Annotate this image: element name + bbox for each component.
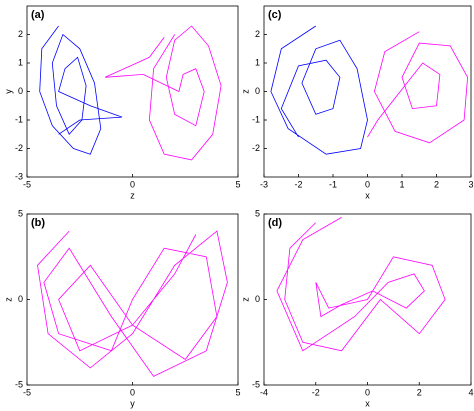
x-tick-label: 3: [468, 179, 473, 189]
trajectory: [270, 25, 368, 155]
x-tick-label: 2: [434, 179, 439, 189]
y-tick-label: 1: [255, 57, 260, 67]
panel-label: (d): [268, 217, 282, 229]
x-tick-label: 4: [468, 387, 473, 397]
panel-label: (b): [31, 217, 45, 229]
y-tick-label: -5: [252, 379, 260, 389]
x-tick-label: -5: [23, 179, 31, 189]
x-tick-label: 5: [235, 387, 240, 397]
trajectory: [104, 25, 222, 161]
y-tick-label: 0: [18, 86, 23, 96]
panel-label: (a): [31, 9, 45, 21]
x-tick-label: -1: [329, 179, 337, 189]
x-axis-label: x: [365, 190, 370, 200]
y-tick-label: 5: [18, 208, 23, 218]
x-axis-label: x: [365, 398, 370, 408]
x-tick-label: -4: [260, 387, 268, 397]
trajectory: [367, 31, 469, 144]
plot-frame: [263, 5, 472, 178]
y-tick-label: 2: [18, 29, 23, 39]
x-tick-label: 1: [399, 179, 404, 189]
y-tick-label: 0: [255, 86, 260, 96]
y-tick-label: 5: [255, 208, 260, 218]
x-tick-label: -2: [294, 179, 302, 189]
x-tick-label: 0: [130, 387, 135, 397]
y-tick-label: 0: [18, 294, 23, 304]
y-tick-label: -5: [15, 379, 23, 389]
y-tick-label: -2: [252, 143, 260, 153]
y-axis-label: z: [240, 297, 250, 302]
trajectory: [39, 25, 123, 155]
panel-label: (c): [268, 9, 282, 21]
x-tick-label: 0: [365, 179, 370, 189]
x-axis-label: z: [130, 190, 135, 200]
x-tick-label: 0: [365, 387, 370, 397]
trajectory: [276, 217, 446, 352]
y-axis-label: y: [3, 89, 13, 94]
x-tick-label: -5: [23, 387, 31, 397]
trajectory: [37, 230, 228, 377]
x-tick-label: 0: [130, 179, 135, 189]
y-tick-label: -1: [15, 114, 23, 124]
y-axis-label: z: [3, 297, 13, 302]
x-tick-label: 2: [417, 387, 422, 397]
y-tick-label: -1: [252, 114, 260, 124]
x-tick-label: -2: [312, 387, 320, 397]
y-axis-label: z: [240, 89, 250, 94]
x-axis-label: y: [130, 398, 135, 408]
y-tick-label: -2: [15, 143, 23, 153]
y-tick-label: -3: [15, 171, 23, 181]
x-tick-label: 5: [235, 179, 240, 189]
y-tick-label: 2: [255, 29, 260, 39]
y-tick-label: 0: [255, 294, 260, 304]
y-tick-label: 1: [18, 57, 23, 67]
x-tick-label: -3: [260, 179, 268, 189]
